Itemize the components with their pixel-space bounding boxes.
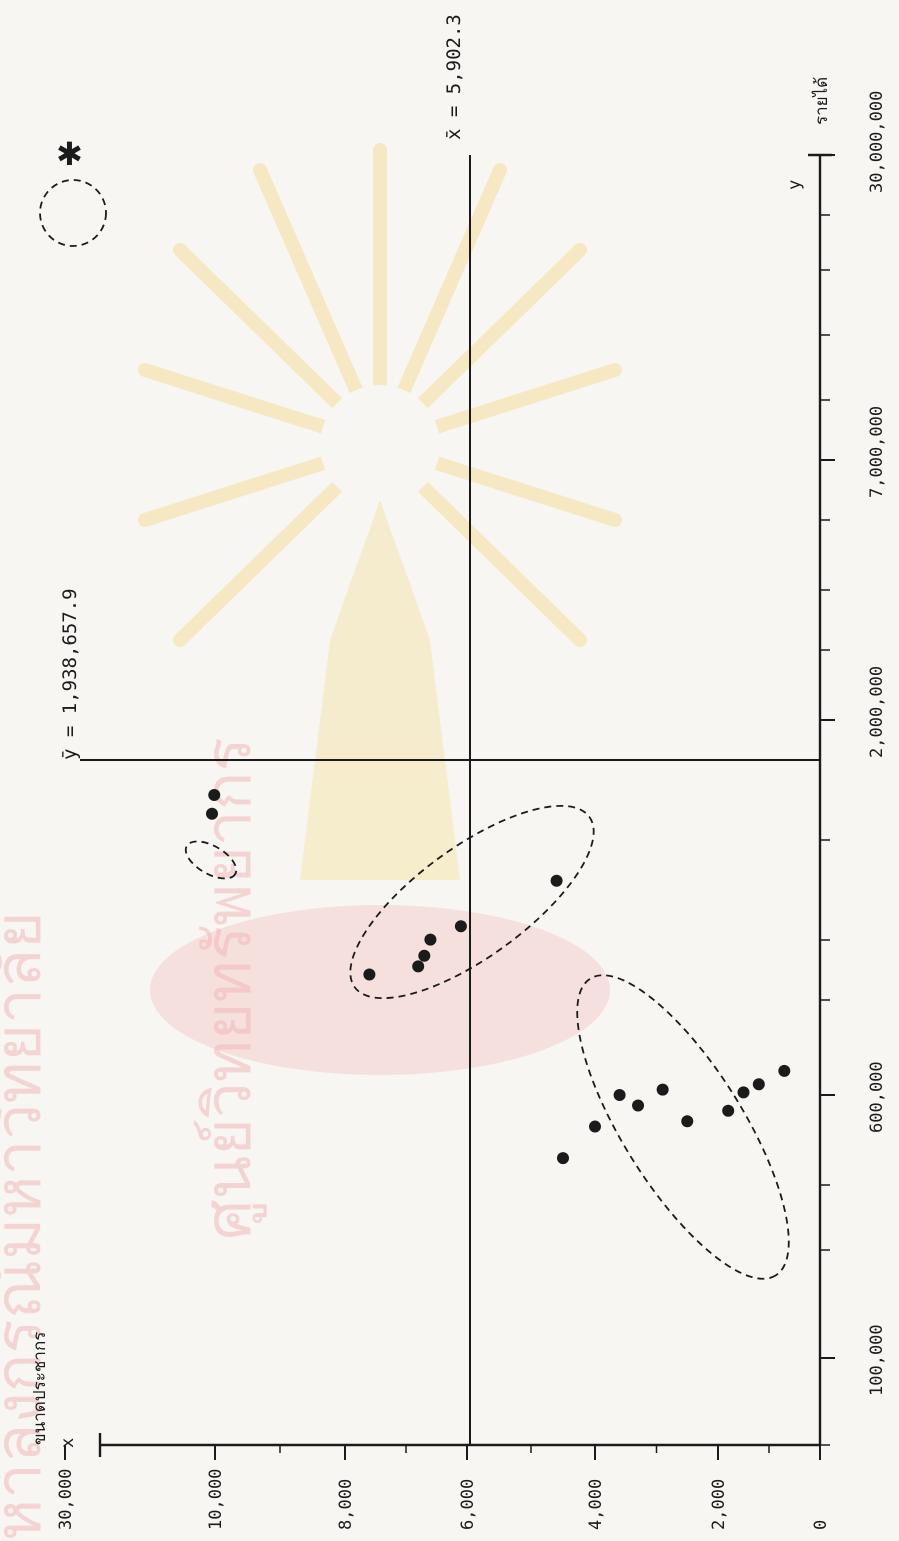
y-mean-label: ȳ = 1,938,657.9 <box>59 588 81 760</box>
x-axis-ticks: 0 2,000 4,000 6,000 8,000 10,000 30,000 <box>56 1445 831 1530</box>
data-point <box>363 968 376 981</box>
data-point <box>752 1078 765 1091</box>
cluster-outline-4 <box>39 179 107 247</box>
y-tick-label: 7,000,000 <box>867 406 887 498</box>
y-tick-label: 600,000 <box>867 1061 887 1133</box>
cluster-outline-3 <box>184 840 238 880</box>
data-point <box>681 1115 694 1128</box>
watermark-line-1: ศูนย์วิทยทรัพยากร <box>192 737 267 1240</box>
data-points: ✱ <box>56 135 791 1165</box>
data-point <box>412 960 425 973</box>
y-tick-label: 100,000 <box>867 1324 887 1396</box>
y-axis-ticks: 100,000 600,000 2,000,000 7,000,000 30,000,0… <box>820 91 887 1446</box>
y-axis-symbol: y <box>785 180 805 190</box>
y-axis-title: รายได้ <box>811 77 832 125</box>
data-point <box>722 1104 735 1117</box>
x-mean-label: x̄ = 5,902.3 <box>443 14 465 140</box>
data-point <box>424 933 437 946</box>
y-tick-label: 30,000,000 <box>867 91 887 193</box>
data-point <box>778 1064 791 1077</box>
x-tick-label: 0 <box>811 1520 831 1530</box>
data-point <box>454 920 467 933</box>
data-point <box>632 1099 645 1112</box>
x-tick-label: 2,000 <box>709 1479 729 1530</box>
data-point <box>589 1120 601 1133</box>
x-tick-label: 4,000 <box>586 1479 606 1530</box>
data-point <box>656 1083 669 1096</box>
x-tick-label: 30,000 <box>56 1469 76 1530</box>
data-point <box>613 1089 626 1101</box>
data-point <box>208 789 221 801</box>
data-point <box>737 1086 750 1099</box>
data-point <box>206 807 218 820</box>
data-point <box>557 1152 569 1165</box>
watermark-line-2: หาลงกรณ์มหาวิทยาลัย <box>0 911 56 1541</box>
x-tick-label: 8,000 <box>336 1479 356 1530</box>
chulalongkorn-emblem-icon <box>138 143 622 1075</box>
cluster-outline-1 <box>576 974 790 1280</box>
outlier-point: ✱ <box>56 135 83 173</box>
x-axis-symbol: x <box>58 1438 78 1448</box>
x-tick-label: 6,000 <box>458 1479 478 1530</box>
x-axis-title: ขนาดประชากร <box>30 1332 50 1445</box>
data-point <box>418 949 431 962</box>
cluster-outline-2 <box>349 804 595 1000</box>
x-tick-label: 10,000 <box>206 1469 226 1530</box>
y-tick-label: 2,000,000 <box>867 666 887 758</box>
cluster-outlines <box>39 179 790 1280</box>
data-point <box>550 874 563 887</box>
